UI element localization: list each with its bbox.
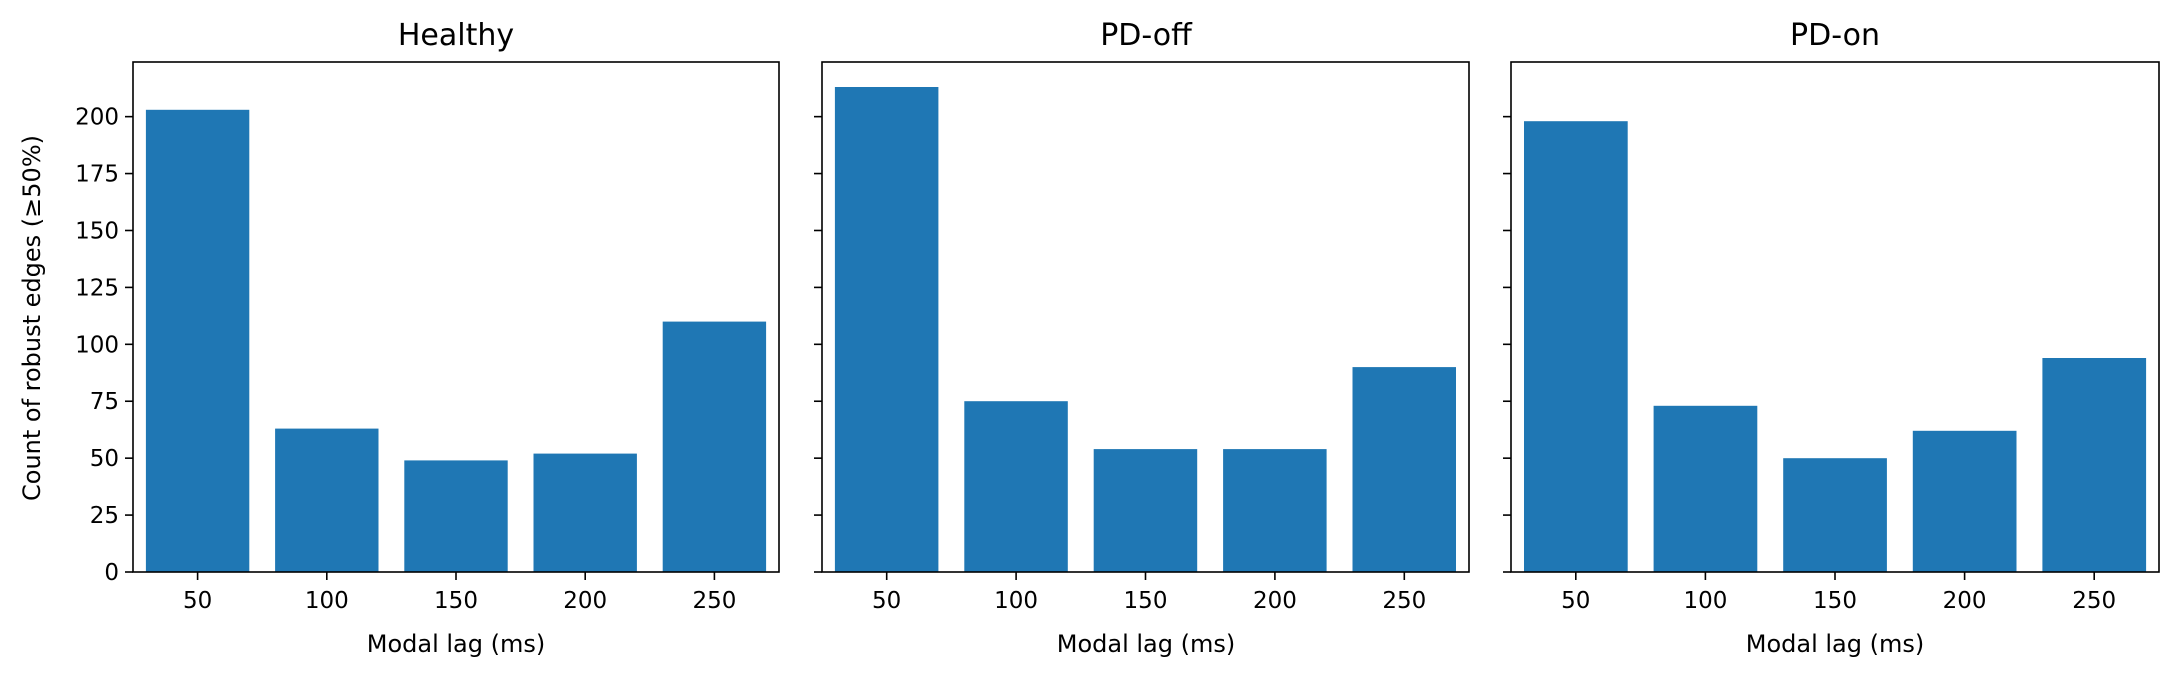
panel-title: PD-off <box>1100 18 1193 53</box>
x-tick-label: 50 <box>872 588 901 614</box>
panel-pd-off: PD-off Modal lag (ms) 50 100 150 200 250 <box>814 18 1470 658</box>
x-tick-label: 200 <box>1943 588 1987 614</box>
bar <box>404 460 508 572</box>
x-tick-label: 250 <box>692 588 736 614</box>
bar <box>1912 430 2017 572</box>
plot-frame <box>821 61 1470 573</box>
x-tick-label: 150 <box>1124 588 1168 614</box>
bar <box>834 87 939 572</box>
y-tick-label: 25 <box>90 503 119 529</box>
x-tick-label: 50 <box>1561 588 1590 614</box>
x-tick-label: 200 <box>1253 588 1297 614</box>
plot-frame <box>1510 61 2160 573</box>
x-tick-label: 250 <box>1382 588 1426 614</box>
bar <box>1093 449 1198 572</box>
y-tick-label: 50 <box>90 446 119 472</box>
x-tick-label: 250 <box>2072 588 2116 614</box>
plot-frame <box>132 61 780 573</box>
x-axis-label: Modal lag (ms) <box>1746 630 1924 658</box>
bar <box>1653 405 1758 572</box>
bar <box>1352 367 1456 572</box>
panel-healthy: Healthy Modal lag (ms) Count of robust e… <box>18 18 780 658</box>
y-tick-label: 75 <box>90 389 119 415</box>
y-tick-label: 125 <box>75 275 119 301</box>
bar <box>2042 358 2147 572</box>
bar <box>145 109 250 573</box>
panel-title: Healthy <box>398 18 514 53</box>
x-tick-label: 200 <box>563 588 607 614</box>
x-axis-label: Modal lag (ms) <box>1057 630 1235 658</box>
x-tick-label: 50 <box>183 588 212 614</box>
panel-pd-on: PD-on Modal lag (ms) 50 100 150 200 250 <box>1503 18 2160 658</box>
y-tick-label: 200 <box>75 105 119 131</box>
y-tick-label: 0 <box>104 560 119 586</box>
panel-title: PD-on <box>1790 18 1880 53</box>
y-tick-label: 100 <box>75 332 119 358</box>
x-tick-label: 150 <box>434 588 478 614</box>
bar <box>964 401 1068 572</box>
y-tick-label: 175 <box>75 162 119 188</box>
bar <box>662 321 767 572</box>
x-tick-label: 150 <box>1813 588 1857 614</box>
y-tick-label: 150 <box>75 218 119 244</box>
x-tick-label: 100 <box>305 588 349 614</box>
bar <box>1524 121 1628 572</box>
x-tick-label: 100 <box>1683 588 1727 614</box>
bar <box>533 453 637 572</box>
x-axis-label: Modal lag (ms) <box>367 630 545 658</box>
bar <box>1223 449 1327 572</box>
bar <box>275 428 379 572</box>
bar <box>1783 458 1887 572</box>
x-tick-label: 100 <box>994 588 1038 614</box>
y-axis-label: Count of robust edges (≥50%) <box>18 135 46 501</box>
